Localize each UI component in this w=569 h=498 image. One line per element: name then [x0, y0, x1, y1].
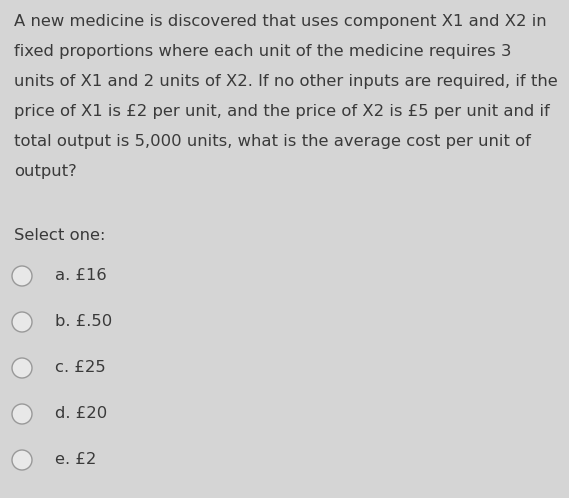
- Text: d. £20: d. £20: [55, 406, 107, 421]
- Text: Select one:: Select one:: [14, 228, 105, 243]
- Circle shape: [12, 404, 32, 424]
- Circle shape: [12, 266, 32, 286]
- Text: b. £.50: b. £.50: [55, 314, 112, 329]
- Text: price of X1 is £2 per unit, and the price of X2 is £5 per unit and if: price of X1 is £2 per unit, and the pric…: [14, 104, 550, 119]
- Text: a. £16: a. £16: [55, 268, 107, 283]
- Text: fixed proportions where each unit of the medicine requires 3: fixed proportions where each unit of the…: [14, 44, 512, 59]
- Circle shape: [12, 450, 32, 470]
- Text: units of X1 and 2 units of X2. If no other inputs are required, if the: units of X1 and 2 units of X2. If no oth…: [14, 74, 558, 89]
- Text: A new medicine is discovered that uses component X1 and X2 in: A new medicine is discovered that uses c…: [14, 14, 547, 29]
- Text: total output is 5,000 units, what is the average cost per unit of: total output is 5,000 units, what is the…: [14, 134, 531, 149]
- Circle shape: [12, 312, 32, 332]
- Text: output?: output?: [14, 164, 77, 179]
- Circle shape: [12, 358, 32, 378]
- Text: c. £25: c. £25: [55, 360, 106, 375]
- Text: e. £2: e. £2: [55, 452, 96, 467]
